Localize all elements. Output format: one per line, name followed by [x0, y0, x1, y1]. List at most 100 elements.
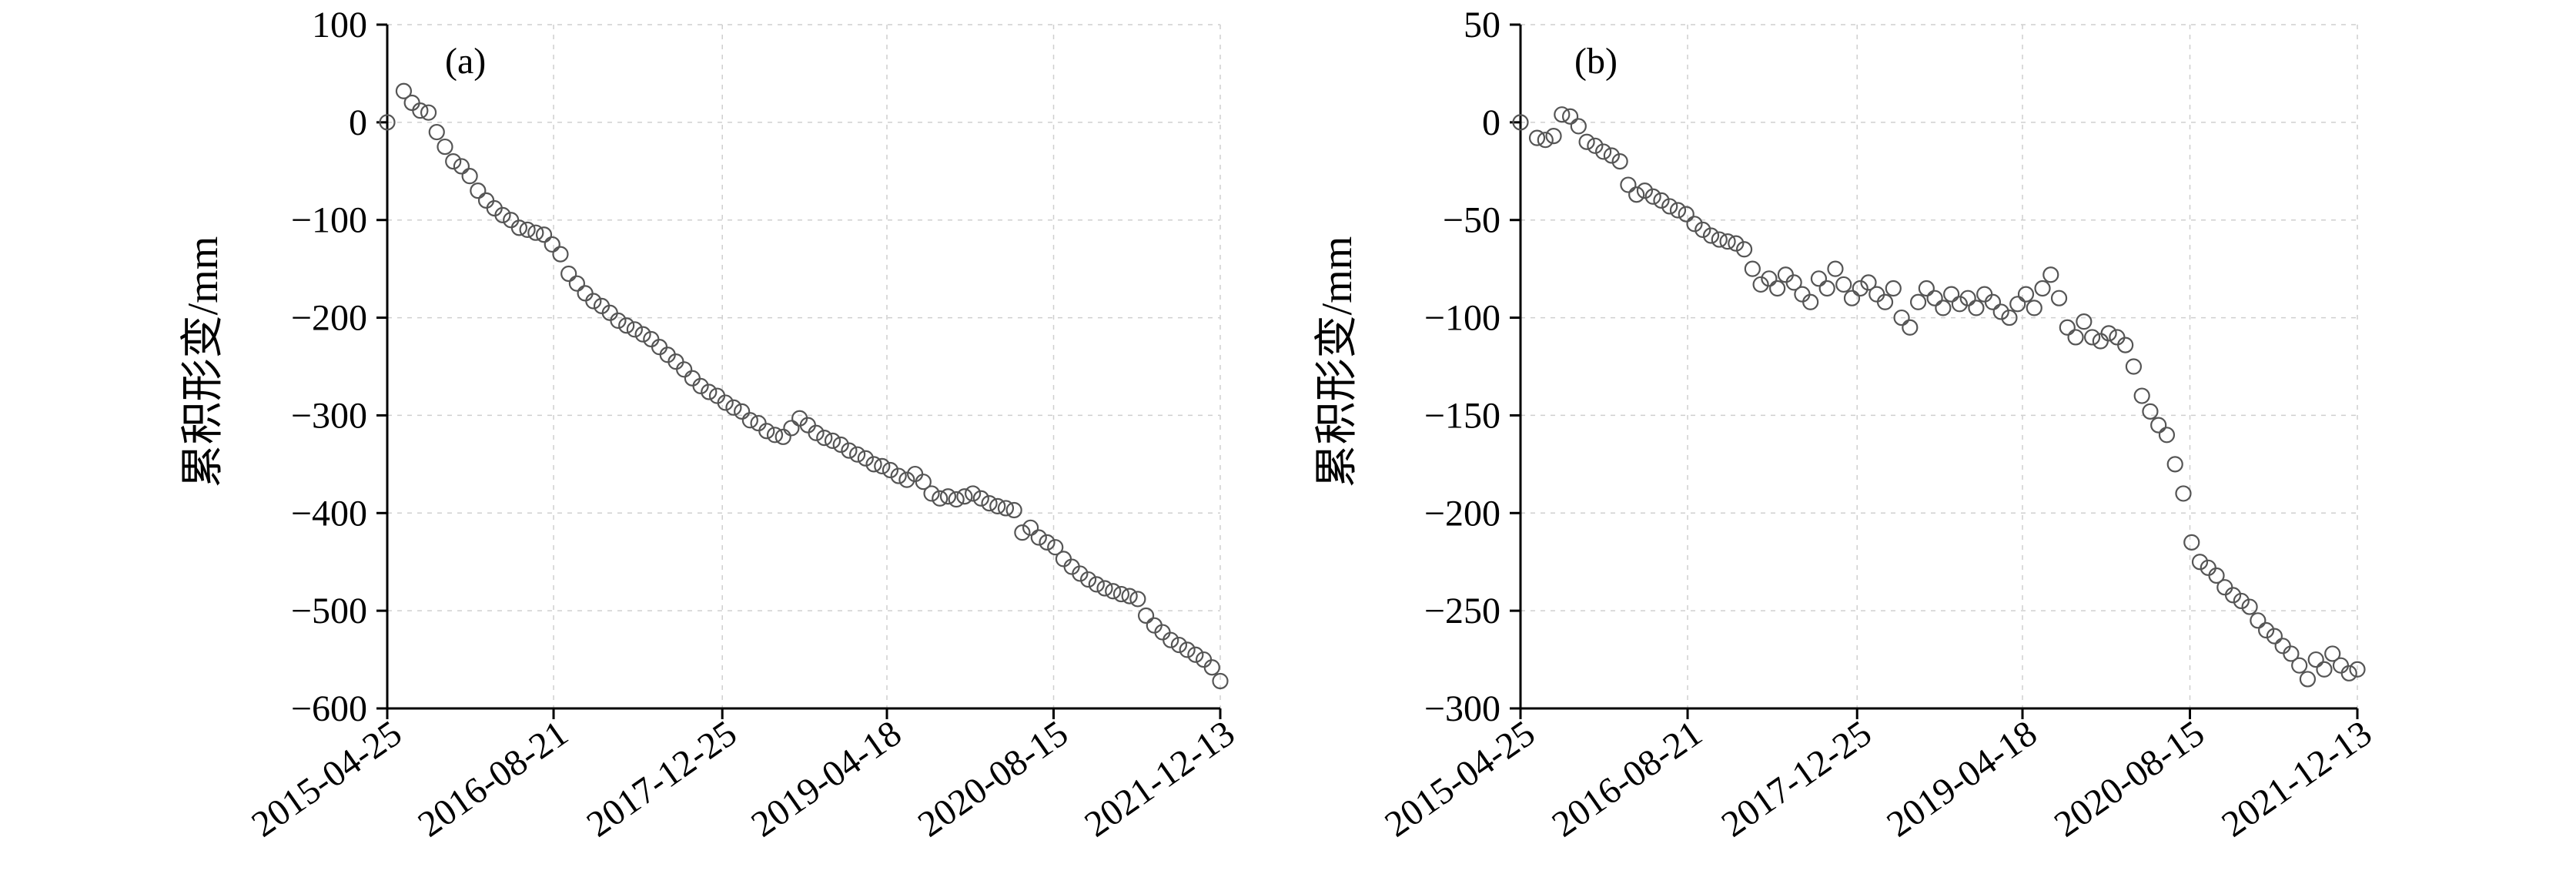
data-point — [2166, 456, 2183, 473]
data-point — [1079, 571, 1097, 588]
data-point — [1802, 293, 1819, 310]
data-point — [1022, 519, 1039, 536]
data-point — [2291, 657, 2308, 674]
data-point — [2224, 587, 2242, 604]
x-tick-label: 2017-12-25 — [1715, 713, 1879, 845]
data-point — [1711, 231, 1728, 248]
data-point — [651, 339, 668, 356]
data-point — [1661, 198, 1678, 215]
data-point — [948, 491, 965, 508]
data-point — [412, 102, 429, 119]
data-point — [2216, 579, 2233, 596]
y-tick-label: 50 — [1464, 5, 1500, 45]
data-point — [2034, 280, 2051, 297]
data-point — [874, 457, 891, 474]
data-point — [1761, 270, 1778, 287]
data-point — [1636, 182, 1654, 199]
data-point — [1984, 293, 2002, 310]
data-point — [379, 114, 396, 131]
data-point — [1852, 280, 1868, 297]
data-point — [981, 494, 998, 512]
x-tick-label: 2015-04-25 — [244, 713, 409, 845]
data-point — [634, 326, 651, 343]
data-point — [544, 236, 560, 253]
x-tick-label: 2021-12-13 — [2214, 713, 2379, 845]
data-point — [725, 399, 742, 416]
data-point — [882, 461, 899, 479]
data-point — [494, 206, 511, 223]
data-point — [1603, 147, 1620, 164]
data-point — [585, 293, 602, 310]
data-point — [1669, 202, 1687, 219]
y-tick-label: −50 — [1443, 200, 1500, 241]
data-point — [808, 424, 825, 441]
y-tick-label: −600 — [291, 688, 367, 729]
x-tick-label: 2019-04-18 — [744, 713, 908, 845]
data-point — [1212, 672, 1229, 690]
data-point — [1935, 300, 1952, 316]
data-point — [1827, 260, 1844, 277]
data-point — [1835, 276, 1852, 293]
data-point — [2017, 286, 2035, 303]
data-point — [403, 94, 420, 112]
data-point — [1179, 641, 1196, 658]
data-point — [1744, 260, 1761, 277]
data-point — [1943, 286, 1960, 303]
data-point — [1785, 274, 1802, 291]
data-point — [1818, 280, 1835, 297]
data-point — [2150, 417, 2167, 434]
data-point — [1014, 524, 1031, 541]
data-point — [2042, 266, 2059, 283]
data-point — [552, 246, 569, 263]
data-point — [1926, 290, 1943, 306]
data-point — [758, 423, 775, 440]
y-tick-label: −250 — [1424, 591, 1500, 631]
data-point — [1170, 636, 1188, 654]
y-axis-label: 累积形变/mm — [179, 236, 227, 488]
data-point — [2233, 592, 2250, 610]
data-point — [1187, 646, 1204, 663]
data-point — [1976, 286, 1993, 303]
data-point — [1628, 186, 1645, 203]
panel-label: (b) — [1574, 41, 1618, 82]
data-point — [1561, 108, 1579, 125]
data-point — [1096, 580, 1113, 597]
data-point — [2050, 290, 2068, 306]
data-point — [437, 138, 453, 156]
data-point — [2067, 329, 2084, 346]
data-point — [1039, 534, 1055, 551]
data-point — [1578, 133, 1595, 150]
y-tick-label: −200 — [1424, 493, 1500, 534]
data-point — [1129, 591, 1146, 608]
data-point — [1843, 290, 1861, 306]
data-point — [2183, 534, 2200, 551]
data-point — [1112, 585, 1130, 603]
data-point — [1203, 659, 1220, 676]
data-point — [2100, 325, 2117, 342]
data-point — [1554, 106, 1571, 123]
data-point — [1072, 565, 1089, 582]
data-point — [2266, 628, 2283, 645]
data-point — [932, 490, 948, 507]
data-point — [2241, 598, 2258, 615]
data-point — [2208, 567, 2225, 584]
y-tick-label: −400 — [291, 493, 367, 534]
data-point — [1876, 293, 1894, 310]
data-point — [1702, 227, 1720, 244]
data-point — [1047, 539, 1064, 556]
x-tick-label: 2020-08-15 — [2047, 713, 2212, 845]
data-point — [1620, 176, 1637, 193]
data-point — [610, 312, 627, 329]
data-point — [2349, 661, 2366, 678]
y-tick-label: −100 — [1424, 298, 1500, 339]
data-point — [701, 383, 718, 400]
data-point — [2250, 612, 2267, 629]
data-point — [832, 436, 849, 454]
y-tick-label: −300 — [291, 395, 367, 436]
data-point — [2133, 387, 2150, 404]
data-point — [519, 221, 536, 238]
y-tick-label: −300 — [1424, 688, 1500, 729]
data-point — [1893, 309, 1910, 326]
